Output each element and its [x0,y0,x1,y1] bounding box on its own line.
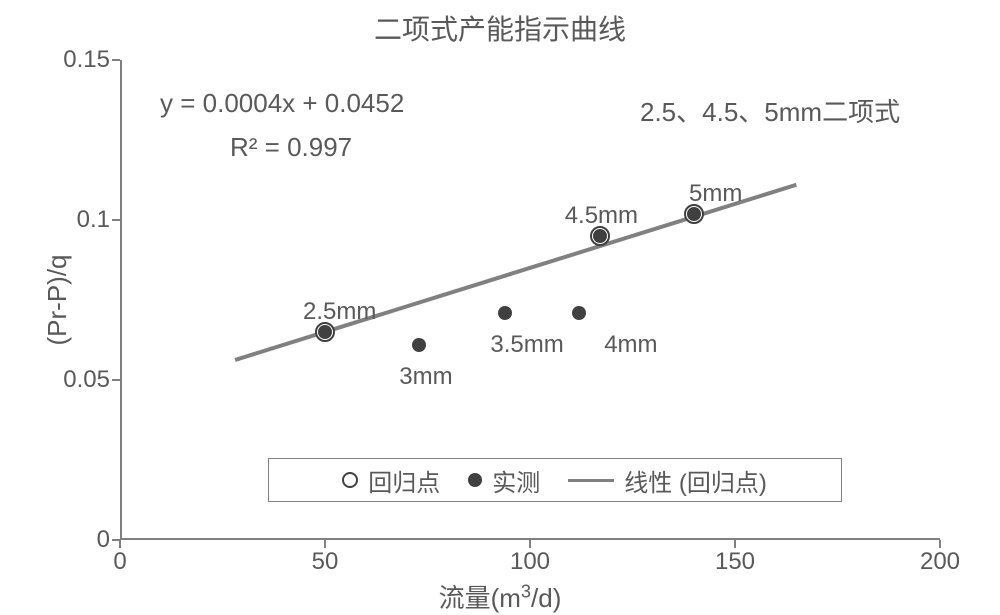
legend-line-icon [568,479,614,483]
chart-container: 二项式产能指示曲线 (Pr-P)/q 流量(m3/d) 0 0.05 0.1 0.15… [0,0,1000,613]
x-tick-label: 100 [500,548,560,576]
legend-solid-circle-icon [468,473,482,487]
measured-point [498,306,512,320]
y-tick-mark [112,219,120,221]
x-tick-mark [734,540,736,548]
x-tick-mark [529,540,531,548]
x-tick-label: 150 [705,548,765,576]
point-label: 5mm [689,180,742,208]
legend-item: 实测 [468,463,540,498]
x-tick-label: 200 [910,548,970,576]
series-note-annotation: 2.5、4.5、5mm二项式 [640,92,900,129]
xlabel-post: /d) [531,583,561,613]
x-tick-label: 50 [295,548,355,576]
measured-point [593,229,607,243]
measured-point [318,325,332,339]
legend-label: 线性 (回归点) [624,463,767,498]
point-label: 3mm [399,363,452,391]
legend-item: 线性 (回归点) [568,463,767,498]
x-tick-mark [324,540,326,548]
legend-open-circle-icon [342,472,358,488]
y-tick-mark [112,59,120,61]
y-tick-mark [112,379,120,381]
y-tick-label: 0.1 [30,206,110,234]
xlabel-sup: 3 [521,581,531,601]
x-tick-label: 0 [90,548,150,576]
legend-label: 实测 [492,463,540,498]
point-label: 4mm [604,331,657,359]
x-axis-label: 流量(m3/d) [0,578,1000,615]
x-tick-mark [119,540,121,548]
y-tick-label: 0.05 [30,366,110,394]
point-label: 4.5mm [565,202,638,230]
y-axis-label: (Pr-P)/q [42,255,73,346]
chart-title: 二项式产能指示曲线 [0,8,1000,48]
point-label: 3.5mm [490,331,563,359]
legend: 回归点 实测 线性 (回归点) [268,458,842,502]
x-tick-mark [939,540,941,548]
measured-point [412,338,426,352]
xlabel-pre: 流量(m [439,583,521,613]
legend-item: 回归点 [342,463,440,498]
measured-point [572,306,586,320]
point-label: 2.5mm [303,298,376,326]
measured-point [687,207,701,221]
rsquared-annotation: R² = 0.997 [230,132,352,163]
equation-annotation: y = 0.0004x + 0.0452 [160,88,404,119]
legend-label: 回归点 [368,463,440,498]
y-tick-label: 0.15 [30,46,110,74]
